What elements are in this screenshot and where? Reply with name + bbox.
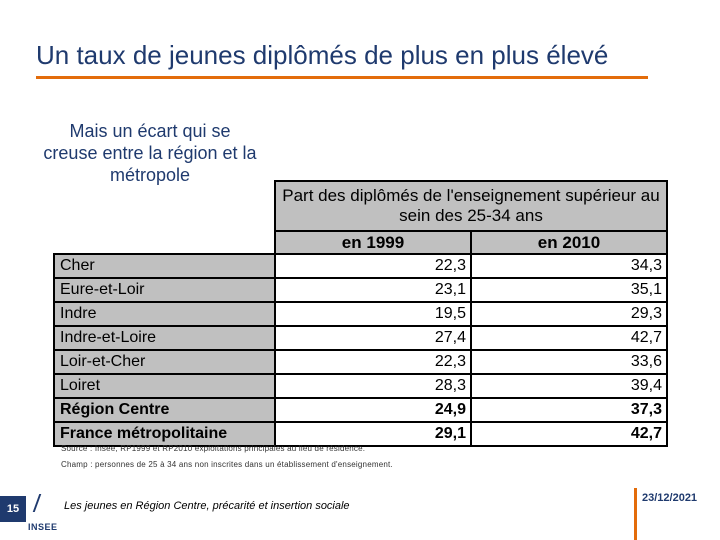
row-label: Loir-et-Cher	[53, 349, 276, 375]
table-corner-blank	[54, 181, 275, 231]
row-label: Indre-et-Loire	[53, 325, 276, 351]
row-label: Indre	[53, 301, 276, 327]
table-header: Part des diplômés de l'enseignement supé…	[274, 180, 668, 232]
page-number: 15	[0, 496, 26, 522]
value-1999: 29,1	[274, 421, 472, 447]
footer-date: 23/12/2021	[642, 492, 698, 504]
value-1999: 23,1	[274, 277, 472, 303]
slide-subtitle: Mais un écart qui se creuse entre la rég…	[43, 121, 257, 185]
table-row: Cher 22,3 34,3	[53, 253, 668, 279]
value-2010: 39,4	[470, 373, 668, 399]
column-header-1999: en 1999	[274, 230, 472, 255]
scope-note: Champ : personnes de 25 à 34 ans non ins…	[61, 460, 393, 469]
value-1999: 27,4	[274, 325, 472, 351]
value-1999: 19,5	[274, 301, 472, 327]
row-label: France métropolitaine	[53, 421, 276, 447]
value-2010: 34,3	[470, 253, 668, 279]
table-row: Indre 19,5 29,3	[53, 301, 668, 327]
value-2010: 35,1	[470, 277, 668, 303]
row-label: Cher	[53, 253, 276, 279]
value-2010: 37,3	[470, 397, 668, 423]
insee-logo: INSEE	[28, 494, 60, 532]
row-label: Eure-et-Loir	[53, 277, 276, 303]
logo-mark-icon	[32, 494, 42, 512]
row-label: Région Centre	[53, 397, 276, 423]
source-note: Source : Insee, RP1999 et RP2010 exploit…	[61, 444, 366, 453]
slide-title: Un taux de jeunes diplômés de plus en pl…	[36, 40, 609, 70]
footer-caption: Les jeunes en Région Centre, précarité e…	[64, 500, 350, 512]
total-rows: Région Centre 24,9 37,3 France métropolitai…	[53, 397, 668, 447]
table-corner-blank	[54, 231, 275, 254]
value-1999: 22,3	[274, 349, 472, 375]
table-row: France métropolitaine 29,1 42,7	[53, 421, 668, 447]
table-row: Eure-et-Loir 23,1 35,1	[53, 277, 668, 303]
value-2010: 42,7	[470, 325, 668, 351]
value-1999: 28,3	[274, 373, 472, 399]
diplomas-table: Part des diplômés de l'enseignement supé…	[53, 180, 668, 447]
value-2010: 33,6	[470, 349, 668, 375]
table-row: Loir-et-Cher 22,3 33,6	[53, 349, 668, 375]
logo-text: INSEE	[28, 522, 58, 532]
footer-divider	[634, 488, 637, 540]
title-underline	[36, 76, 648, 79]
value-1999: 22,3	[274, 253, 472, 279]
table-row: Région Centre 24,9 37,3	[53, 397, 668, 423]
column-header-2010: en 2010	[470, 230, 668, 255]
table-row: Loiret 28,3 39,4	[53, 373, 668, 399]
value-2010: 42,7	[470, 421, 668, 447]
table-row: Indre-et-Loire 27,4 42,7	[53, 325, 668, 351]
value-2010: 29,3	[470, 301, 668, 327]
value-1999: 24,9	[274, 397, 472, 423]
row-label: Loiret	[53, 373, 276, 399]
department-rows: Cher 22,3 34,3 Eure-et-Loir 23,1 35,1 Indre 19,…	[53, 253, 668, 399]
